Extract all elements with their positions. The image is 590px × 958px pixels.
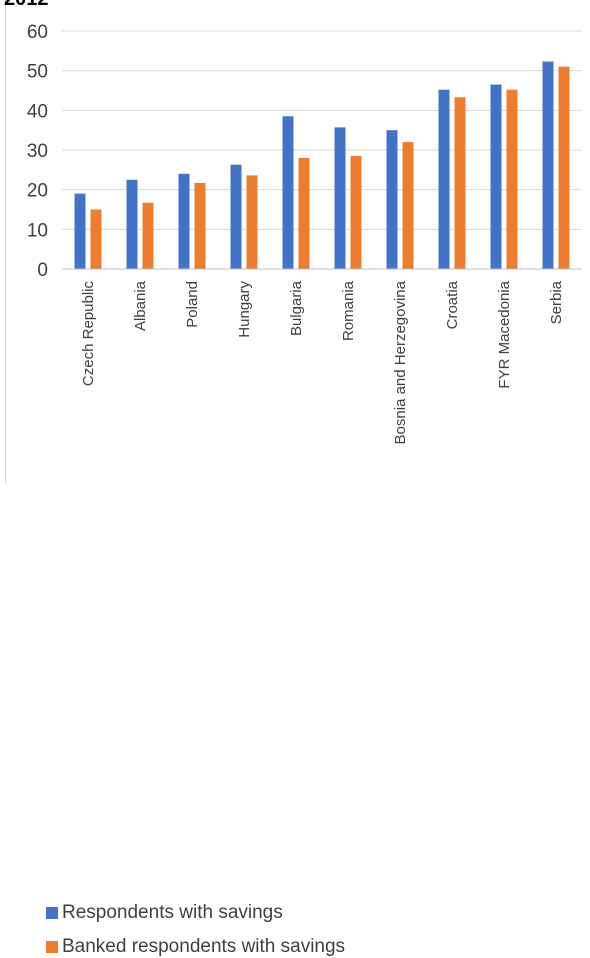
bar-respondents <box>386 130 398 269</box>
bar-chart: 0 10 20 30 40 50 60 Czech Republic Albania Polan… <box>27 22 582 444</box>
bar-respondents <box>542 61 554 269</box>
x-tick-label: Poland <box>184 281 201 328</box>
bar-banked <box>506 89 518 269</box>
bar-banked <box>454 97 466 269</box>
bar-banked <box>90 209 102 269</box>
x-tick-label: FYR Macedonia <box>496 280 513 388</box>
y-axis-ticks: 0 10 20 30 40 50 60 <box>27 22 48 281</box>
x-tick-label: Hungary <box>236 281 253 338</box>
bar-banked <box>246 175 258 269</box>
legend-swatch-orange <box>46 941 58 953</box>
y-tick-label: 0 <box>37 260 48 281</box>
bar-respondents <box>282 116 294 270</box>
bar-respondents <box>438 89 450 269</box>
x-tick-label: Romania <box>340 280 357 341</box>
y-tick-label: 40 <box>27 101 48 122</box>
x-tick-label: Bosnia and Herzegovina <box>392 280 409 444</box>
legend-label: Respondents with savings <box>62 902 283 923</box>
bar-respondents <box>74 193 86 269</box>
gridlines <box>62 30 582 230</box>
legend-item-banked: Banked respondents with savings <box>46 936 345 958</box>
bar-banked <box>194 182 206 269</box>
bar-banked <box>350 155 362 269</box>
legend-item-respondents: Respondents with savings <box>46 902 283 924</box>
x-axis-labels: Czech Republic Albania Poland Hungary Bulgar… <box>80 280 565 444</box>
x-tick-label: Serbia <box>548 280 565 324</box>
y-tick-label: 20 <box>27 181 48 202</box>
bar-banked <box>402 142 414 269</box>
bar-respondents <box>490 84 502 269</box>
bar-respondents <box>334 127 346 269</box>
chart-border <box>5 0 6 483</box>
y-tick-label: 50 <box>27 62 48 83</box>
legend-swatch-blue <box>46 907 58 919</box>
bars <box>74 61 570 270</box>
bar-respondents <box>126 179 138 269</box>
legend-label: Banked respondents with savings <box>62 936 346 957</box>
x-tick-label: Croatia <box>444 280 461 329</box>
bar-respondents <box>178 173 190 269</box>
x-tick-label: Bulgaria <box>288 280 305 336</box>
chart-title: 2012 <box>4 0 49 11</box>
bar-banked <box>558 66 570 269</box>
x-tick-label: Albania <box>132 280 149 331</box>
y-tick-label: 60 <box>27 22 48 43</box>
bar-banked <box>298 157 310 269</box>
x-tick-label: Czech Republic <box>80 281 97 387</box>
bar-banked <box>142 202 154 269</box>
chart-frame: 2012 0 10 20 30 40 50 60 Czech Republic Albania… <box>4 0 582 957</box>
y-tick-label: 10 <box>27 220 48 241</box>
y-tick-label: 30 <box>27 141 48 162</box>
bar-respondents <box>230 164 242 269</box>
